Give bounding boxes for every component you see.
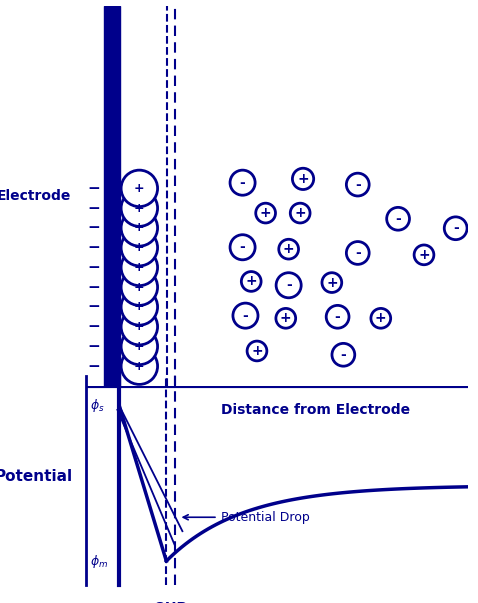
Text: -: - [239,240,246,254]
Text: −: − [88,339,100,354]
Text: +: + [134,300,145,314]
Text: −: − [88,260,100,275]
Text: Distance from Electrode: Distance from Electrode [221,403,410,417]
Text: +: + [260,206,272,220]
Text: +: + [134,182,145,195]
Circle shape [371,308,391,328]
Text: +: + [134,221,145,235]
Circle shape [414,245,434,265]
Text: +: + [134,280,145,294]
Text: +: + [245,274,257,288]
Circle shape [247,341,267,361]
Text: +: + [297,172,309,186]
Text: −: − [88,240,100,255]
Circle shape [121,289,158,325]
Circle shape [332,343,355,366]
Circle shape [121,210,158,246]
Text: −: − [88,359,100,374]
Text: −: − [88,220,100,235]
Text: Potential Drop: Potential Drop [183,511,309,524]
Text: $\phi_m$: $\phi_m$ [90,552,108,569]
Text: -: - [335,310,340,324]
Circle shape [230,235,255,260]
Circle shape [293,168,314,189]
Text: -: - [286,278,292,292]
Circle shape [347,242,369,264]
Text: −: − [88,300,100,314]
Text: +: + [418,248,430,262]
Circle shape [387,207,410,230]
Circle shape [444,217,467,239]
Circle shape [290,203,310,223]
Text: -: - [355,246,360,260]
Circle shape [256,203,275,223]
Text: +: + [134,359,145,373]
Text: Electrode: Electrode [0,189,71,203]
Text: +: + [294,206,306,220]
Circle shape [233,303,258,328]
Circle shape [230,170,255,195]
Text: +: + [326,276,337,289]
Bar [104,6,120,386]
Text: -: - [453,221,458,235]
Text: +: + [251,344,263,358]
Text: +: + [134,241,145,254]
Circle shape [121,269,158,305]
Circle shape [279,239,299,259]
Circle shape [121,229,158,266]
Text: +: + [134,340,145,353]
Circle shape [121,170,158,207]
Text: +: + [134,201,145,215]
Text: -: - [242,309,249,323]
Circle shape [347,173,369,196]
Text: +: + [134,261,145,274]
Circle shape [121,328,158,365]
Circle shape [326,305,349,328]
Text: -: - [340,348,346,362]
Text: Potential: Potential [0,469,73,484]
Text: -: - [239,175,246,190]
Text: +: + [134,320,145,333]
Text: −: − [88,181,100,196]
Text: OHP: OHP [153,601,187,603]
Circle shape [121,308,158,345]
Text: -: - [355,177,360,192]
Circle shape [322,273,342,292]
Circle shape [276,308,296,328]
Circle shape [241,271,261,291]
Text: $\phi_s$: $\phi_s$ [90,397,105,414]
Text: +: + [283,242,294,256]
Text: −: − [88,201,100,216]
Circle shape [276,273,301,298]
Circle shape [121,348,158,384]
Text: -: - [395,212,401,226]
Text: −: − [88,280,100,295]
Text: +: + [280,311,292,325]
Circle shape [121,249,158,286]
Text: −: − [88,319,100,334]
Circle shape [121,190,158,226]
Text: +: + [375,311,387,325]
